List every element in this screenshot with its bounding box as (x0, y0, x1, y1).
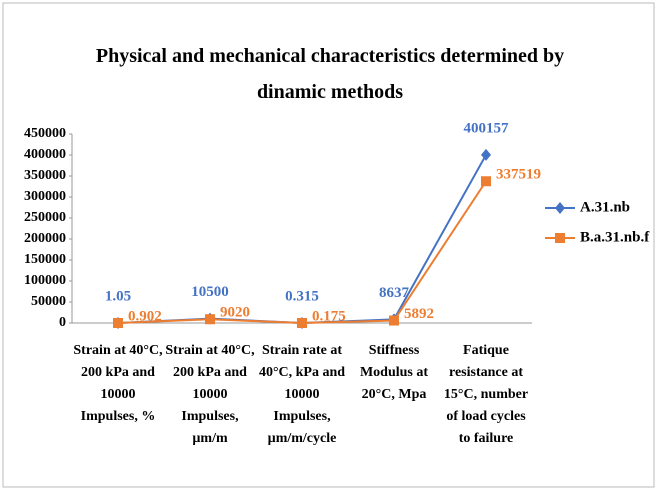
y-tick-label: 300000 (24, 189, 66, 204)
y-tick-label: 50000 (31, 294, 66, 309)
data-label: 9020 (220, 305, 250, 321)
y-tick-label: 0 (59, 315, 66, 330)
x-tick-label: Strain rate at 40°C, kPa and 10000 Impul… (258, 343, 346, 446)
y-tick-label: 450000 (24, 126, 66, 141)
data-label: 0.902 (128, 308, 162, 324)
legend-marker (555, 202, 565, 214)
point (205, 314, 215, 325)
data-label: 337519 (496, 167, 541, 183)
data-label: 0.175 (312, 308, 346, 324)
y-tick-label: 350000 (24, 168, 66, 183)
point (113, 317, 123, 328)
y-tick-label: 250000 (24, 210, 66, 225)
data-label: 10500 (191, 284, 229, 300)
x-tick-label: Strain at 40°C, 200 kPa and 10000 Impuls… (165, 343, 255, 446)
y-tick-label: 400000 (24, 147, 66, 162)
x-tick-label: Fatique resistance at 15°C, number of lo… (443, 343, 529, 446)
y-tick-label: 200000 (24, 231, 66, 246)
y-tick-label: 150000 (24, 252, 66, 267)
chart-title: Physical and mechanical characteristics … (95, 45, 565, 103)
point (297, 317, 307, 328)
x-tick-label: Strain at 40°C, 200 kPa and 10000 Impuls… (73, 343, 163, 424)
point (389, 315, 399, 326)
x-tick-label: Stiffness Modulus at 20°C, Mpa (359, 343, 429, 402)
point (481, 176, 491, 187)
data-label: 1.05 (105, 288, 131, 304)
data-label: 0.315 (285, 288, 319, 304)
legend-label: B.a.31.nb.f (580, 229, 650, 245)
data-label: 5892 (404, 306, 434, 322)
data-label: 400157 (464, 120, 510, 136)
point (481, 148, 491, 161)
y-tick-label: 100000 (24, 273, 66, 288)
data-label: 8637 (379, 285, 410, 301)
legend-marker (555, 233, 565, 243)
legend-label: A.31.nb (580, 199, 630, 215)
